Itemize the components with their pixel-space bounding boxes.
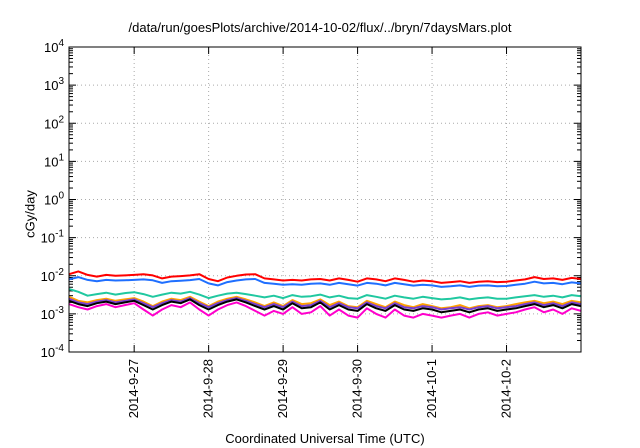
- y-tick-label: 103: [44, 76, 64, 93]
- y-tick-label: 102: [44, 114, 64, 131]
- x-tick-label: 2014-10-2: [499, 359, 514, 418]
- plot-frame: [68, 46, 582, 353]
- series-line-3: [68, 288, 582, 301]
- y-tick-label: 10-1: [41, 229, 65, 246]
- chart-title: /data/run/goesPlots/archive/2014-10-02/f…: [128, 20, 512, 35]
- x-tick-label: 2014-9-28: [201, 359, 216, 418]
- x-tick-label: 2014-10-1: [424, 359, 439, 418]
- series-line-7: [68, 301, 582, 319]
- y-tick-label: 10-2: [41, 267, 65, 284]
- y-tick-label: 10-4: [41, 343, 65, 360]
- grid: [69, 47, 581, 352]
- series-line-2: [68, 276, 582, 288]
- x-tick-label: 2014-9-29: [275, 359, 290, 418]
- series-line-5: [68, 297, 582, 311]
- y-axis-label: cGy/day: [22, 190, 38, 238]
- series-line-6: [68, 298, 582, 314]
- series-line-1: [68, 270, 582, 284]
- y-tick-label: 10-3: [41, 305, 65, 322]
- x-axis-label: Coordinated Universal Time (UTC): [225, 431, 425, 446]
- series-line-4: [68, 295, 582, 310]
- y-tick-label: 104: [44, 38, 64, 55]
- x-tick-label: 2014-9-30: [350, 359, 365, 418]
- x-tick-label: 2014-9-27: [126, 359, 141, 418]
- y-tick-label: 101: [44, 152, 64, 169]
- y-tick-label: 100: [44, 191, 64, 208]
